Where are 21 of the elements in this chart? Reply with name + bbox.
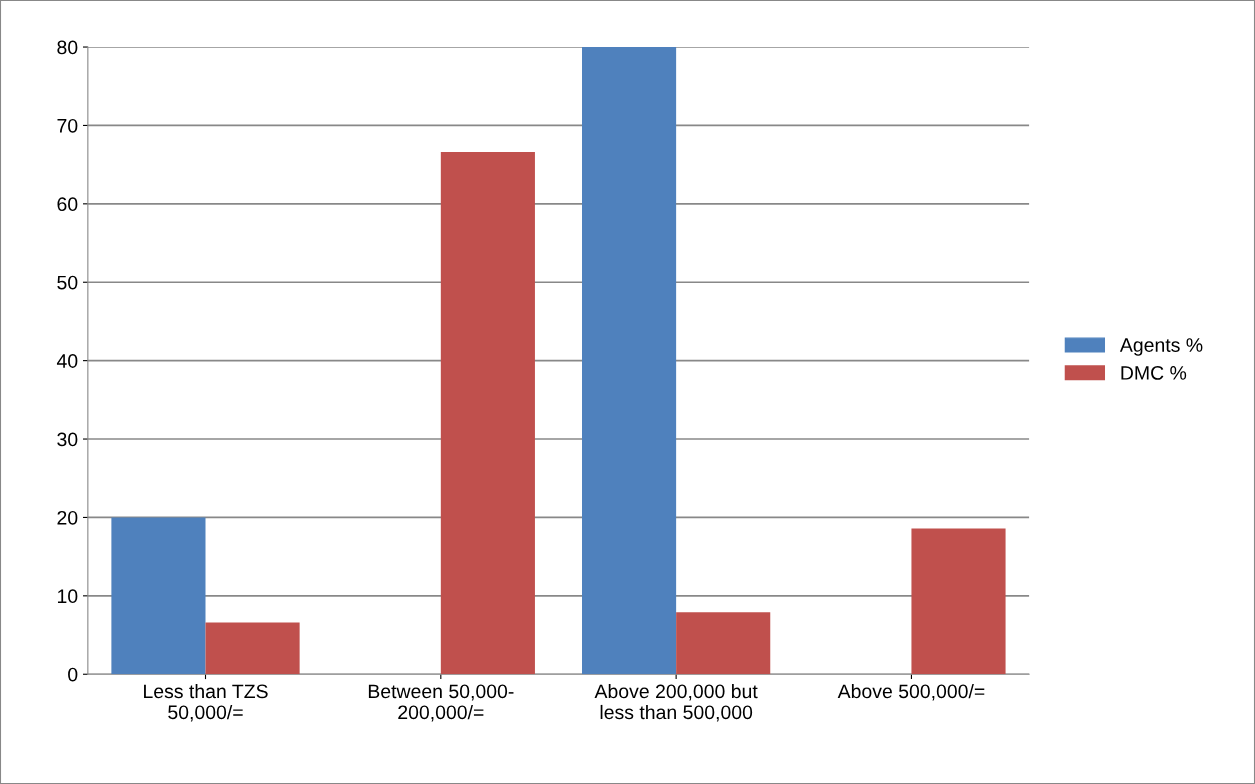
- bar: [911, 528, 1006, 675]
- legend-label: Agents %: [1119, 338, 1203, 356]
- legend-label: DMC %: [1121, 366, 1187, 380]
- y-tick-label: 0: [68, 667, 78, 682]
- y-tick-label: 40: [56, 354, 78, 368]
- y-tick-label: 60: [57, 197, 78, 212]
- x-tick-label: Between 50,000- 200,000/=: [368, 684, 514, 722]
- x-tick-label: Above 500,000/=: [837, 683, 985, 701]
- bar: [111, 517, 206, 675]
- bar: [440, 152, 535, 675]
- y-tick-label: 10: [57, 589, 78, 604]
- x-tick-label: Less than TZS 50,000/=: [144, 683, 268, 722]
- y-tick-label: 20: [57, 510, 78, 525]
- y-tick-label: 70: [57, 118, 78, 133]
- x-tick-label: Above 200,000 but less than 500,000: [594, 683, 758, 722]
- y-tick-label: 50: [57, 275, 78, 290]
- bar: [676, 612, 771, 675]
- bar: [582, 47, 677, 675]
- y-tick-label: 80: [57, 40, 78, 55]
- bar: [205, 622, 300, 675]
- y-tick-label: 30: [57, 432, 78, 447]
